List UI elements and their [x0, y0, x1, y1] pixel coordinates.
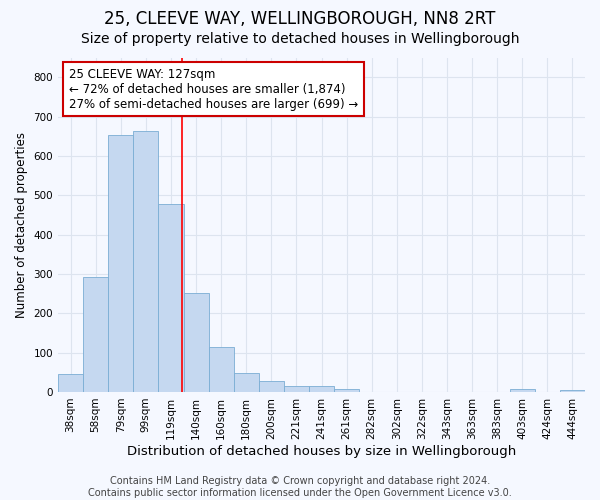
- Bar: [209, 348, 233, 392]
- Bar: [560, 390, 585, 392]
- Bar: [83, 276, 108, 392]
- Text: Contains HM Land Registry data © Crown copyright and database right 2024.
Contai: Contains HM Land Registry data © Crown c…: [88, 476, 512, 498]
- Bar: [309, 386, 334, 392]
- Bar: [184, 293, 209, 392]
- Y-axis label: Number of detached properties: Number of detached properties: [15, 132, 28, 318]
- Bar: [108, 136, 133, 392]
- Bar: [259, 382, 284, 392]
- Bar: [334, 389, 359, 392]
- Text: 25, CLEEVE WAY, WELLINGBOROUGH, NN8 2RT: 25, CLEEVE WAY, WELLINGBOROUGH, NN8 2RT: [104, 10, 496, 28]
- Bar: [233, 373, 259, 392]
- Text: 25 CLEEVE WAY: 127sqm
← 72% of detached houses are smaller (1,874)
27% of semi-d: 25 CLEEVE WAY: 127sqm ← 72% of detached …: [68, 68, 358, 110]
- Text: Size of property relative to detached houses in Wellingborough: Size of property relative to detached ho…: [81, 32, 519, 46]
- X-axis label: Distribution of detached houses by size in Wellingborough: Distribution of detached houses by size …: [127, 444, 516, 458]
- Bar: [58, 374, 83, 392]
- Bar: [510, 389, 535, 392]
- Bar: [158, 204, 184, 392]
- Bar: [133, 132, 158, 392]
- Bar: [284, 386, 309, 392]
